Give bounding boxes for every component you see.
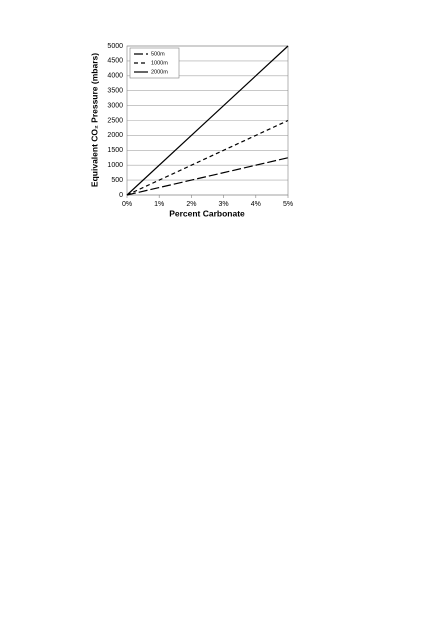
x-tick-label: 0%: [122, 201, 132, 208]
legend-label: 2000m: [151, 69, 168, 75]
series-line: [126, 119, 289, 196]
x-tick-label: 5%: [283, 201, 293, 208]
x-tick-label: 2%: [186, 201, 196, 208]
y-tick-label: 1000: [107, 162, 123, 169]
x-axis-title: Percent Carbonate: [169, 208, 245, 218]
x-tick-label: 4%: [251, 201, 261, 208]
y-tick-label: 2000: [107, 132, 123, 139]
y-tick-label: 0: [119, 192, 123, 199]
y-axis-title: Equivalent CO₂ Pressure (mbars): [89, 53, 99, 187]
series-line: [126, 157, 289, 196]
y-tick-label: 500: [111, 177, 123, 184]
y-tick-label: 4500: [107, 58, 123, 65]
y-tick-label: 3000: [107, 102, 123, 109]
y-tick-label: 4000: [107, 73, 123, 80]
x-tick-label: 3%: [219, 201, 229, 208]
y-tick-label: 1500: [107, 147, 123, 154]
y-tick-label: 3500: [107, 88, 123, 95]
y-tick-label: 2500: [107, 117, 123, 124]
series-line: [126, 45, 289, 196]
y-tick-label: 5000: [107, 43, 123, 50]
x-tick-label: 1%: [154, 201, 164, 208]
legend-label: 1000m: [151, 60, 168, 66]
legend-box: [129, 47, 180, 79]
legend-label: 500m: [151, 51, 165, 57]
